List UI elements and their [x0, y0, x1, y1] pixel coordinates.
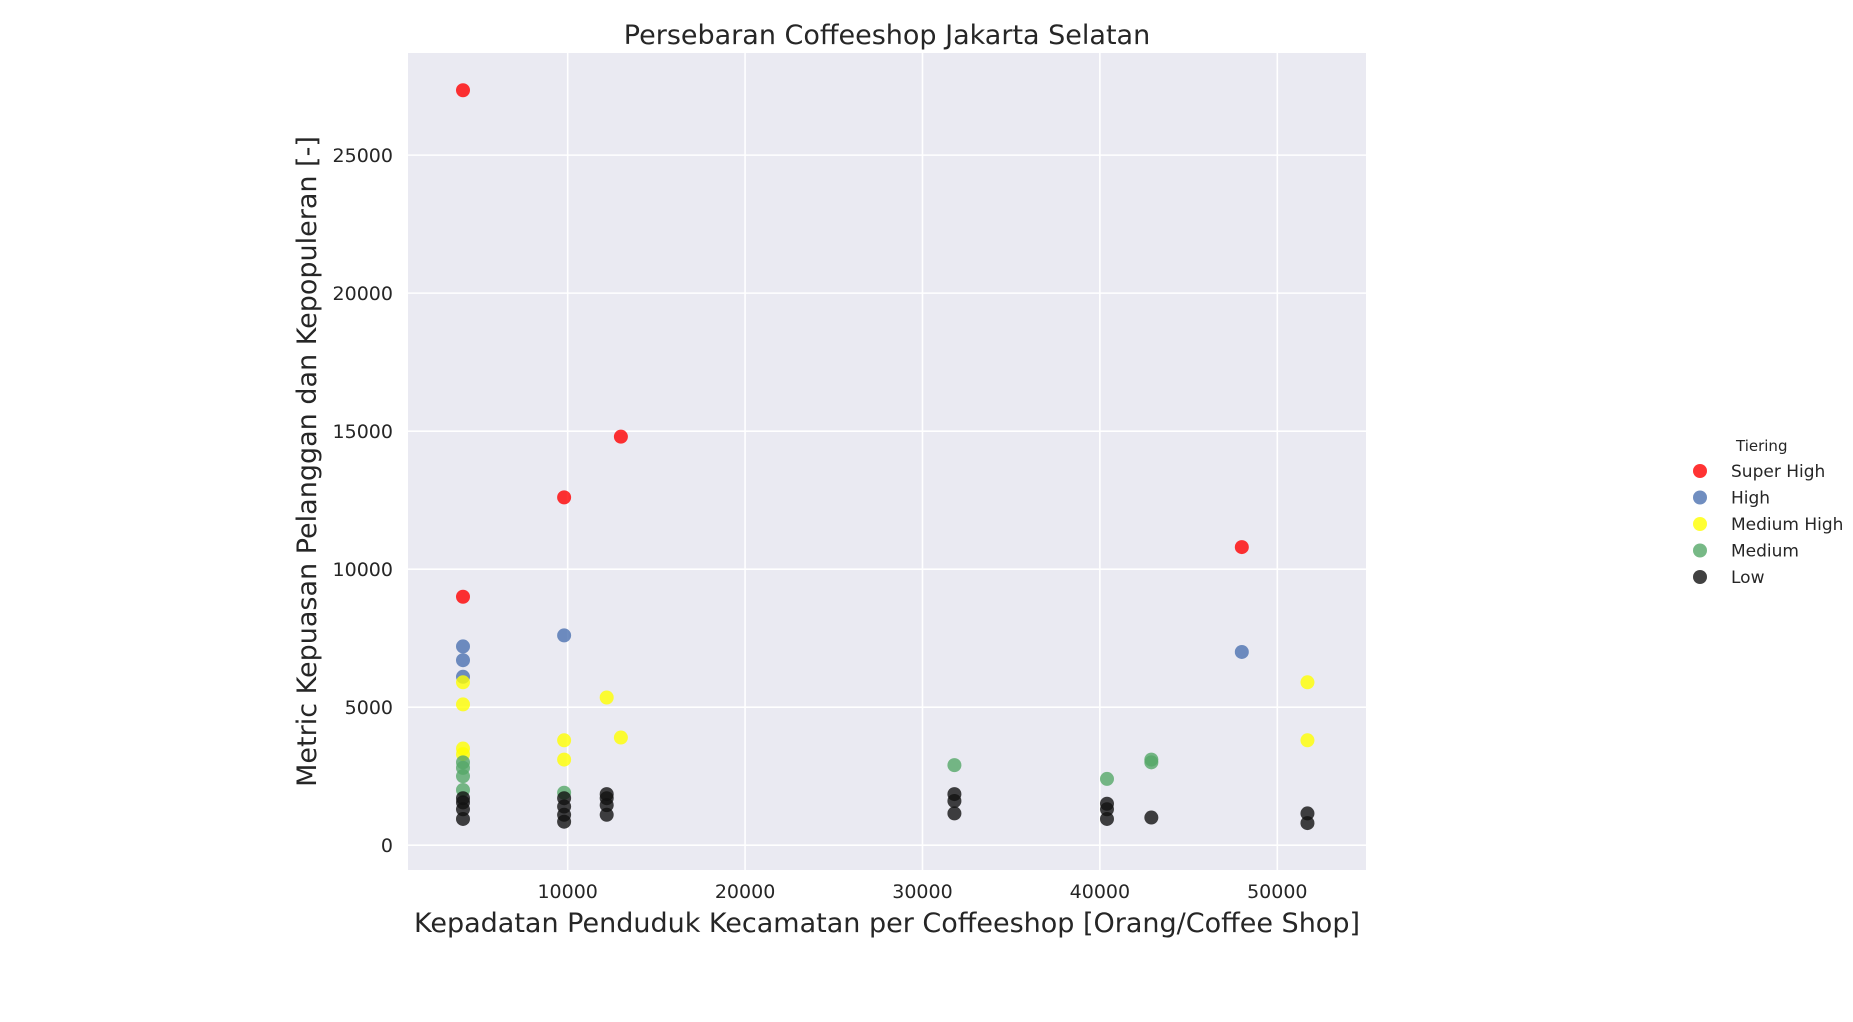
y-tick-label: 5000 — [345, 697, 393, 719]
data-point — [455, 639, 470, 654]
y-tick-label: 25000 — [333, 145, 393, 167]
data-point — [947, 793, 962, 808]
data-point — [1234, 540, 1249, 555]
x-tick-label: 40000 — [1070, 881, 1130, 903]
data-point — [557, 628, 572, 643]
data-point — [613, 429, 628, 444]
y-axis-label: Metric Kepuasan Pelanggan dan Kepopulera… — [292, 136, 323, 787]
data-point — [599, 798, 614, 813]
data-point — [455, 675, 470, 690]
grid-lines — [408, 53, 1366, 870]
x-tick-label: 20000 — [715, 881, 775, 903]
legend-label: Super High — [1731, 462, 1825, 482]
data-point — [455, 697, 470, 712]
data-point — [455, 589, 470, 604]
legend-marker — [1693, 543, 1707, 558]
data-point — [1144, 810, 1159, 825]
data-point — [613, 730, 628, 745]
x-axis-label: Kepadatan Penduduk Kecamatan per Coffees… — [414, 908, 1360, 939]
data-point — [1099, 771, 1114, 786]
legend: Tiering Super High High Medium High Medium L… — [1693, 437, 1843, 588]
legend-label: High — [1731, 489, 1770, 509]
legend-marker — [1693, 517, 1707, 531]
y-tick-label: 0 — [381, 835, 393, 857]
legend-marker — [1693, 490, 1707, 505]
data-point — [455, 802, 470, 817]
data-point — [1300, 806, 1315, 821]
data-point — [947, 758, 962, 773]
data-point — [455, 811, 470, 826]
x-tick-labels: 10000 20000 30000 40000 50000 — [537, 881, 1307, 903]
data-point — [557, 814, 572, 829]
x-tick-label: 50000 — [1247, 881, 1307, 903]
legend-label: Low — [1731, 568, 1765, 588]
data-point — [1099, 802, 1114, 817]
data-point — [1300, 816, 1315, 831]
y-tick-labels: 0 5000 10000 15000 20000 25000 — [333, 145, 393, 857]
chart-title: Persebaran Coffeeshop Jakarta Selatan — [624, 20, 1150, 51]
data-point — [1234, 644, 1249, 659]
y-tick-label: 10000 — [333, 559, 393, 581]
x-tick-label: 10000 — [537, 881, 597, 903]
series-medium-high — [455, 675, 1315, 767]
data-point — [557, 752, 572, 767]
data-points — [455, 83, 1315, 831]
x-tick-label: 30000 — [892, 881, 952, 903]
data-point — [455, 653, 470, 668]
plot-area — [408, 53, 1366, 870]
legend-marker — [1693, 464, 1707, 478]
data-point — [1099, 811, 1114, 826]
data-point — [599, 807, 614, 822]
data-point — [455, 83, 470, 98]
data-point — [1300, 675, 1315, 690]
series-low — [455, 787, 1315, 831]
data-point — [1300, 733, 1315, 748]
data-point — [1144, 755, 1159, 770]
legend-marker — [1693, 570, 1707, 584]
data-point — [557, 733, 572, 748]
y-tick-label: 20000 — [333, 283, 393, 305]
data-point — [455, 769, 470, 784]
legend-label: Medium High — [1731, 515, 1843, 535]
legend-label: Medium — [1731, 542, 1799, 562]
legend-title: Tiering — [1735, 437, 1787, 455]
data-point — [557, 490, 572, 505]
series-super-high — [455, 83, 1249, 604]
data-point — [947, 806, 962, 821]
y-tick-label: 15000 — [333, 421, 393, 443]
data-point — [599, 690, 614, 705]
